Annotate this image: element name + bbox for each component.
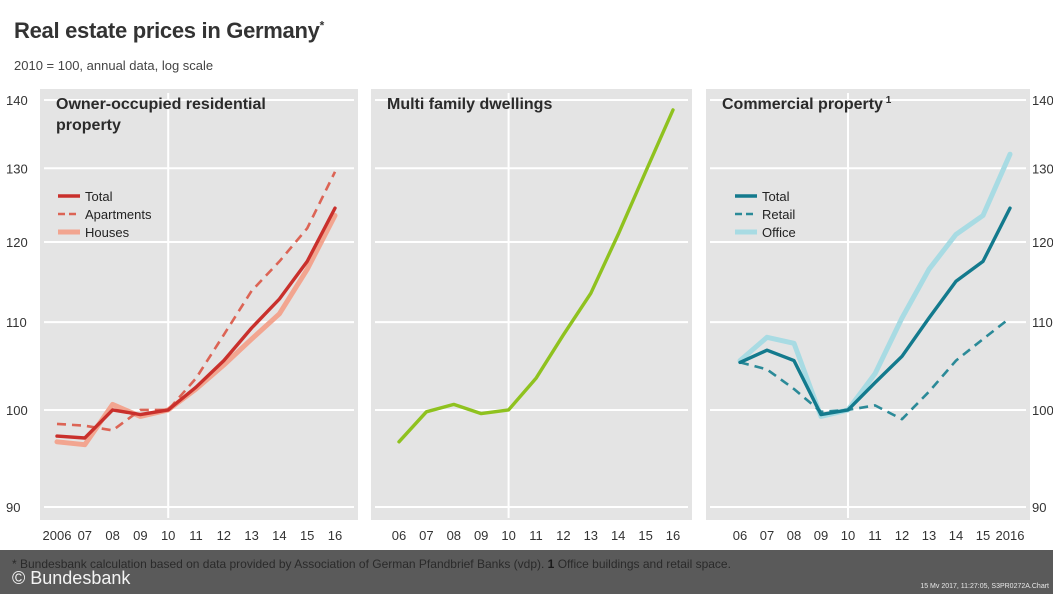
owner-xtick-label: 14 [272, 528, 286, 543]
multi-panel-bg [371, 89, 692, 520]
commercial-legend-label-office: Office [762, 225, 796, 240]
owner-xtick-label: 11 [189, 528, 203, 543]
commercial-ytick-label: 120 [1032, 235, 1053, 250]
multi-xtick-label: 12 [556, 528, 570, 543]
timestamp-stamp: 15 Mv 2017, 11:27:05, S3PR0272A.Chart [920, 583, 1049, 590]
owner-ytick-label: 130 [6, 161, 28, 176]
multi-xtick-label: 14 [611, 528, 625, 543]
owner-legend-label-houses: Houses [85, 225, 130, 240]
owner-xtick-label: 15 [300, 528, 314, 543]
commercial-ytick-label: 90 [1032, 500, 1046, 515]
owner-ytick-label: 110 [6, 315, 27, 330]
commercial-xtick-label: 09 [814, 528, 828, 543]
owner-series-total [55, 206, 337, 440]
footnote: * Bundesbank calculation based on data p… [12, 557, 731, 571]
owner-xtick-label: 10 [161, 528, 175, 543]
multi-series-main [397, 108, 675, 444]
owner-ytick-label: 120 [6, 235, 28, 250]
owner-xtick-label: 2006 [43, 528, 72, 543]
commercial-xtick-label: 2016 [996, 528, 1025, 543]
multi-xtick-label: 06 [392, 528, 406, 543]
multi-xtick-label: 08 [447, 528, 461, 543]
commercial-legend-label-total: Total [762, 189, 790, 204]
commercial-panel-title-mark: 1 [883, 95, 892, 106]
multi-xtick-label: 11 [529, 528, 543, 543]
commercial-xtick-label: 12 [895, 528, 909, 543]
commercial-ytick-label: 100 [1032, 403, 1053, 418]
owner-xtick-label: 08 [105, 528, 119, 543]
owner-ytick-label: 100 [6, 403, 28, 418]
multi-panel-title: Multi family dwellings [387, 96, 552, 113]
commercial-xtick-label: 07 [760, 528, 774, 543]
commercial-xtick-label: 15 [976, 528, 990, 543]
commercial-ytick-label: 110 [1032, 315, 1053, 330]
owner-xtick-label: 07 [78, 528, 92, 543]
multi-xtick-label: 16 [666, 528, 680, 543]
commercial-xtick-label: 11 [868, 528, 882, 543]
owner-xtick-label: 13 [244, 528, 258, 543]
owner-ytick-label: 140 [6, 93, 28, 108]
owner-legend-label-total: Total [85, 189, 113, 204]
multi-xtick-label: 07 [419, 528, 433, 543]
owner-ytick-label: 90 [6, 500, 20, 515]
owner-xtick-label: 16 [328, 528, 342, 543]
owner-series-apartments [56, 171, 337, 432]
commercial-series-total [738, 206, 1012, 417]
multi-xtick-label: 15 [638, 528, 652, 543]
commercial-series-retail [739, 316, 1011, 421]
multi-xtick-label: 10 [501, 528, 515, 543]
owner-legend-label-apartments: Apartments [85, 207, 152, 222]
chart-title: Real estate prices in Germany* [14, 18, 324, 43]
footer-bar [0, 550, 1053, 594]
owner-panel-title: property [56, 117, 121, 134]
owner-panel-bg [40, 89, 358, 520]
commercial-xtick-label: 14 [949, 528, 963, 543]
commercial-xtick-label: 08 [787, 528, 801, 543]
owner-xtick-label: 12 [217, 528, 231, 543]
commercial-xtick-label: 06 [733, 528, 747, 543]
commercial-panel-title: Commercial property 1 [722, 95, 892, 113]
commercial-series-office [737, 151, 1013, 419]
multi-xtick-label: 13 [584, 528, 598, 543]
commercial-xtick-label: 10 [841, 528, 855, 543]
multi-xtick-label: 09 [474, 528, 488, 543]
owner-panel-title: Owner-occupied residential [56, 96, 266, 113]
commercial-ytick-label: 140 [1032, 93, 1053, 108]
credit-text: © Bundesbank [12, 568, 131, 588]
owner-xtick-label: 09 [133, 528, 147, 543]
chart-subtitle: 2010 = 100, annual data, log scale [14, 58, 214, 73]
commercial-ytick-label: 130 [1032, 161, 1053, 176]
commercial-xtick-label: 13 [922, 528, 936, 543]
commercial-panel-bg [706, 89, 1030, 520]
commercial-legend-label-retail: Retail [762, 207, 795, 222]
